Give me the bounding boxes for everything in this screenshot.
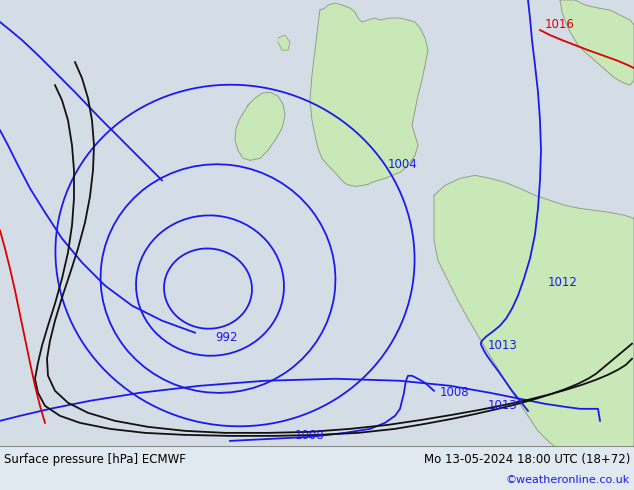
Text: 992: 992 [215, 331, 238, 343]
Text: 1008: 1008 [295, 429, 325, 442]
Text: Surface pressure [hPa] ECMWF: Surface pressure [hPa] ECMWF [4, 453, 186, 466]
Text: 1016: 1016 [545, 18, 575, 31]
Text: 1013: 1013 [488, 339, 518, 352]
Polygon shape [560, 0, 634, 85]
Polygon shape [434, 175, 634, 490]
Text: Mo 13-05-2024 18:00 UTC (18+72): Mo 13-05-2024 18:00 UTC (18+72) [424, 453, 630, 466]
Text: ©weatheronline.co.uk: ©weatheronline.co.uk [506, 475, 630, 485]
Polygon shape [278, 35, 290, 50]
Polygon shape [235, 92, 285, 160]
Text: 1012: 1012 [548, 275, 578, 289]
Text: 1013: 1013 [488, 399, 518, 412]
Text: 1004: 1004 [388, 158, 418, 172]
Text: 1008: 1008 [440, 386, 470, 399]
Polygon shape [310, 3, 428, 186]
